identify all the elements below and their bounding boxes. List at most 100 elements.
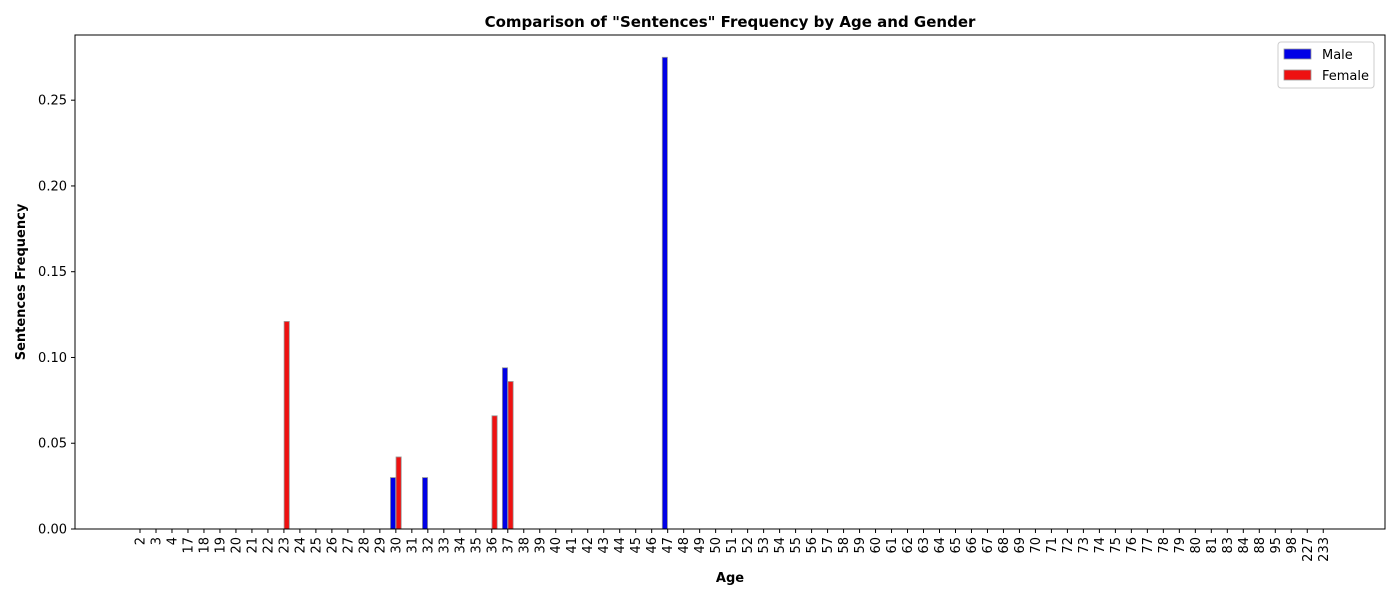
x-tick-label: 52	[741, 537, 756, 554]
x-tick-label: 4	[165, 537, 180, 545]
x-tick-label: 74	[1093, 537, 1108, 554]
legend-swatch-male	[1283, 48, 1312, 60]
bar-male-30	[390, 477, 397, 530]
x-tick-label: 60	[869, 537, 884, 554]
x-tick-label: 50	[709, 537, 724, 554]
x-tick-label: 45	[629, 537, 644, 554]
x-tick-label: 40	[549, 537, 564, 554]
y-tick-label: 0.00	[38, 523, 67, 538]
x-tick-label: 78	[1157, 537, 1172, 554]
x-tick-label: 36	[485, 537, 500, 554]
y-tick-label: 0.25	[38, 94, 67, 109]
x-tick-label: 69	[1013, 537, 1028, 554]
x-tick-label: 34	[453, 537, 468, 554]
x-tick-label: 44	[613, 537, 628, 554]
x-tick-label: 62	[901, 537, 916, 554]
plot-frame	[74, 34, 1386, 530]
x-tick-label: 233	[1317, 537, 1332, 562]
legend: Male Female	[1277, 41, 1375, 89]
x-tick-label: 59	[853, 537, 868, 554]
x-tick-label: 38	[517, 537, 532, 554]
y-tick-label: 0.10	[38, 351, 67, 366]
x-tick-label: 54	[773, 537, 788, 554]
x-tick-label: 48	[677, 537, 692, 554]
x-tick-label: 43	[597, 537, 612, 554]
x-axis-label: Age	[716, 571, 744, 586]
x-tick-label: 22	[261, 537, 276, 554]
x-tick-label: 80	[1189, 537, 1204, 554]
x-tick-label: 3	[149, 537, 164, 545]
x-tick-label: 42	[581, 537, 596, 554]
x-tick-label: 17	[181, 537, 196, 554]
bar-male-37	[501, 367, 508, 530]
x-tick-label: 84	[1237, 537, 1252, 554]
x-tick-label: 55	[789, 537, 804, 554]
bar-male-47	[661, 56, 668, 530]
x-tick-label: 2	[134, 537, 149, 545]
x-tick-label: 83	[1221, 537, 1236, 554]
x-tick-label: 30	[389, 537, 404, 554]
bar-female-30	[395, 456, 402, 530]
x-tick-label: 67	[981, 537, 996, 554]
x-tick-label: 77	[1141, 537, 1156, 554]
x-tick-label: 57	[821, 537, 836, 554]
legend-swatch-female	[1283, 69, 1312, 81]
y-tick-label: 0.15	[38, 265, 67, 280]
ticks-layer: 0.000.050.100.150.200.252 3 4 17 18 19 20 21 22 2…	[38, 94, 1332, 562]
y-tick-label: 0.20	[38, 179, 67, 194]
bar-female-37	[507, 381, 514, 530]
x-tick-label: 47	[661, 537, 676, 554]
x-tick-label: 95	[1269, 537, 1284, 554]
x-tick-label: 72	[1061, 537, 1076, 554]
x-tick-label: 65	[949, 537, 964, 554]
x-tick-label: 18	[197, 537, 212, 554]
x-tick-label: 63	[917, 537, 932, 554]
x-tick-label: 32	[421, 537, 436, 554]
x-tick-label: 227	[1301, 537, 1316, 562]
x-tick-label: 56	[805, 537, 820, 554]
bar-female-36	[491, 415, 498, 530]
x-tick-label: 68	[997, 537, 1012, 554]
x-tick-label: 61	[885, 537, 900, 554]
y-tick-label: 0.05	[38, 437, 67, 452]
x-tick-label: 35	[469, 537, 484, 554]
x-tick-label: 39	[533, 537, 548, 554]
x-tick-label: 98	[1285, 537, 1300, 554]
x-tick-label: 51	[725, 537, 740, 554]
x-tick-label: 20	[229, 537, 244, 554]
x-tick-label: 26	[325, 537, 340, 554]
bars-layer	[283, 56, 668, 530]
x-tick-label: 71	[1045, 537, 1060, 554]
bar-male-32	[422, 477, 429, 530]
x-tick-label: 75	[1109, 537, 1124, 554]
chart-title: Comparison of "Sentences" Frequency by A…	[485, 13, 976, 31]
x-tick-label: 70	[1029, 537, 1044, 554]
x-tick-label: 73	[1077, 537, 1092, 554]
x-tick-label: 24	[293, 537, 308, 554]
x-tick-label: 27	[341, 537, 356, 554]
x-tick-label: 41	[565, 537, 580, 554]
x-tick-label: 31	[405, 537, 420, 554]
x-tick-label: 49	[693, 537, 708, 554]
x-tick-label: 88	[1253, 537, 1268, 554]
x-tick-label: 64	[933, 537, 948, 554]
legend-label-male: Male	[1322, 48, 1353, 63]
legend-label-female: Female	[1322, 69, 1369, 84]
x-tick-label: 33	[437, 537, 452, 554]
x-tick-label: 21	[245, 537, 260, 554]
x-tick-label: 76	[1125, 537, 1140, 554]
x-tick-label: 29	[373, 537, 388, 554]
x-tick-label: 79	[1173, 537, 1188, 554]
y-axis-label: Sentences Frequency	[14, 203, 29, 360]
x-tick-label: 53	[757, 537, 772, 554]
x-tick-label: 58	[837, 537, 852, 554]
x-tick-label: 66	[965, 537, 980, 554]
x-tick-label: 19	[213, 537, 228, 554]
x-tick-label: 28	[357, 537, 372, 554]
bar-female-23	[283, 321, 290, 530]
x-tick-label: 37	[501, 537, 516, 554]
x-tick-label: 23	[277, 537, 292, 554]
x-tick-label: 25	[309, 537, 324, 554]
